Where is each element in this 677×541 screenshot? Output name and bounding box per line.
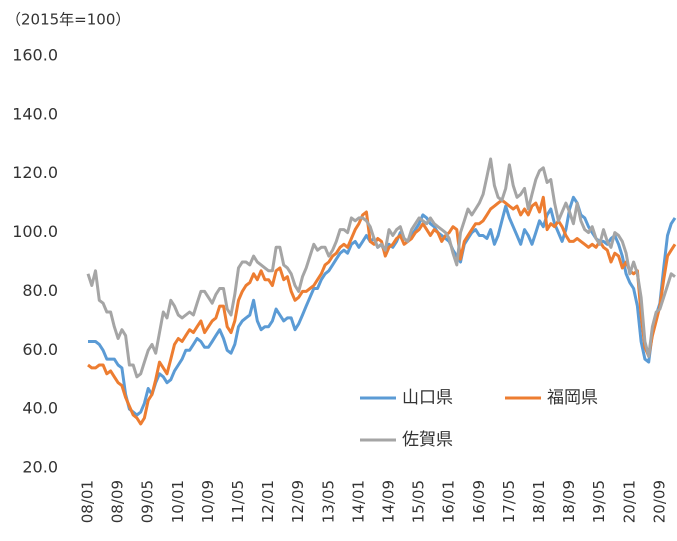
x-tick-label: 14/01 <box>349 480 367 523</box>
x-tick-label: 10/01 <box>169 480 187 523</box>
x-tick-label: 20/09 <box>650 480 668 523</box>
y-tick-label: 160.0 <box>12 46 58 65</box>
x-tick-label: 10/09 <box>199 480 217 523</box>
y-tick-label: 40.0 <box>22 399 58 418</box>
x-tick-label: 19/05 <box>590 480 608 523</box>
y-tick-label: 80.0 <box>22 281 58 300</box>
series-line <box>87 195 677 426</box>
legend-label: 山口県 <box>402 388 453 408</box>
x-tick-label: 14/09 <box>380 480 398 523</box>
x-tick-label: 17/05 <box>500 480 518 523</box>
x-tick-label: 08/09 <box>109 480 127 523</box>
x-tick-label: 16/09 <box>470 480 488 523</box>
x-tick-label: 08/01 <box>79 480 97 523</box>
x-tick-label: 12/01 <box>259 480 277 523</box>
series-line <box>86 157 676 379</box>
x-tick-label: 11/05 <box>229 480 247 523</box>
x-tick-label: 09/05 <box>139 480 157 523</box>
y-axis-unit: （2015年=100） <box>6 11 130 29</box>
x-tick-label: 18/09 <box>560 480 578 523</box>
y-tick-label: 60.0 <box>22 340 58 359</box>
x-tick-label: 12/09 <box>289 480 307 523</box>
y-tick-label: 120.0 <box>12 163 58 182</box>
y-tick-label: 20.0 <box>22 458 58 477</box>
x-tick-label: 13/05 <box>319 480 337 523</box>
x-tick-label: 18/01 <box>530 480 548 523</box>
x-tick-label: 20/01 <box>620 480 638 523</box>
x-tick-label: 16/01 <box>440 480 458 523</box>
legend-label: 佐賀県 <box>402 430 453 450</box>
y-tick-label: 100.0 <box>12 222 58 241</box>
x-tick-label: 15/05 <box>410 480 428 523</box>
y-tick-label: 140.0 <box>12 104 58 123</box>
legend-label: 福岡県 <box>547 388 598 408</box>
